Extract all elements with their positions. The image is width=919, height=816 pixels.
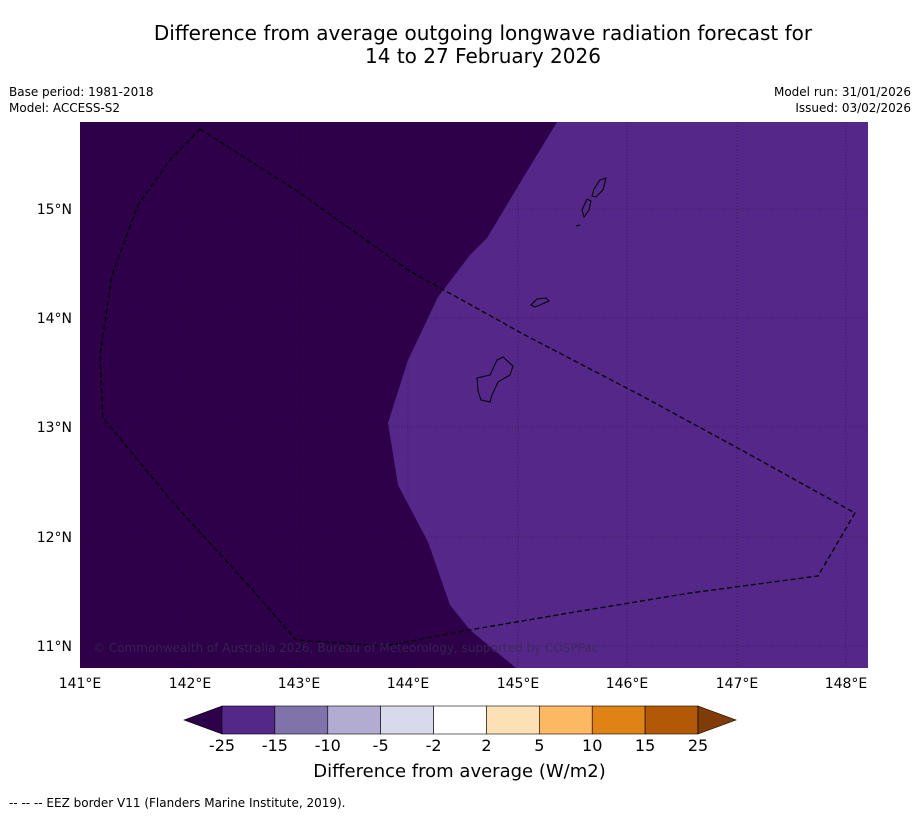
colorbar-extend-high [697, 705, 737, 735]
title-line-2: 14 to 27 February 2026 [365, 44, 601, 68]
lon-tick-label: 141°E [59, 676, 102, 692]
colorbar-segment [274, 705, 329, 735]
colorbar-title: Difference from average (W/m2) [313, 761, 606, 782]
title-line-1: Difference from average outgoing longwav… [153, 21, 813, 45]
model-run: Model run: 31/01/2026 [773, 85, 911, 99]
island-saipan [591, 177, 607, 198]
colorbar-segment [433, 705, 487, 735]
lon-tick-label: 148°E [825, 676, 868, 692]
island-rota [530, 297, 550, 308]
eez-legend-note: -- -- -- EEZ border V11 (Flanders Marine… [9, 796, 346, 810]
lon-tick-label: 143°E [278, 676, 321, 692]
lat-tick-label: 12°N [37, 530, 72, 546]
meta-left: Base period: 1981-2018 Model: ACCESS-S2 [9, 84, 154, 116]
meta-right: Model run: 31/01/2026 Issued: 03/02/2026 [774, 84, 911, 116]
colorbar-tick-label: 5 [534, 736, 545, 755]
chart-title: Difference from average outgoing longwav… [0, 22, 919, 68]
lat-tick-label: 13°N [37, 420, 72, 436]
island-tinian [581, 198, 592, 219]
islands [476, 177, 607, 403]
lat-tick-label: 15°N [37, 202, 72, 218]
colorbar-tick-label: -10 [314, 736, 341, 755]
colorbar-segment [486, 705, 540, 735]
colorbar-tick-label: 15 [634, 736, 656, 755]
colorbar-segment [327, 705, 381, 735]
colorbar [183, 705, 737, 735]
colorbar-tick-label: -5 [372, 736, 389, 755]
lon-tick-label: 144°E [387, 676, 430, 692]
colorbar-tick-label: -15 [261, 736, 288, 755]
lon-tick-label: 142°E [169, 676, 212, 692]
lon-tick-label: 147°E [716, 676, 759, 692]
colorbar-tick-label: 10 [582, 736, 603, 755]
issued-date: Issued: 03/02/2026 [795, 101, 911, 115]
colorbar-tick-label: 2 [481, 736, 492, 755]
colorbar-segment [591, 705, 646, 735]
colorbar-segment [644, 705, 699, 735]
colorbar-segment [221, 705, 276, 735]
lon-tick-label: 146°E [606, 676, 649, 692]
lon-tick-label: 145°E [497, 676, 540, 692]
region-moderate-negative [388, 122, 868, 668]
island-aguijan [575, 224, 581, 227]
lat-tick-label: 14°N [37, 311, 72, 327]
colorbar-tick-label: 25 [687, 736, 709, 755]
eez-border [99, 128, 856, 647]
model-name: Model: ACCESS-S2 [9, 101, 121, 115]
lat-tick-label: 11°N [37, 639, 72, 655]
colorbar-segment [539, 705, 593, 735]
island-guam [476, 356, 514, 403]
copyright-notice: © Commonwealth of Australia 2026, Bureau… [93, 641, 599, 655]
colorbar-segment [380, 705, 434, 735]
colorbar-extend-low [183, 705, 223, 735]
base-period: Base period: 1981-2018 [9, 85, 154, 99]
colorbar-tick-label: -2 [425, 736, 442, 755]
colorbar-tick-label: -25 [208, 736, 236, 755]
gridlines [80, 122, 868, 668]
